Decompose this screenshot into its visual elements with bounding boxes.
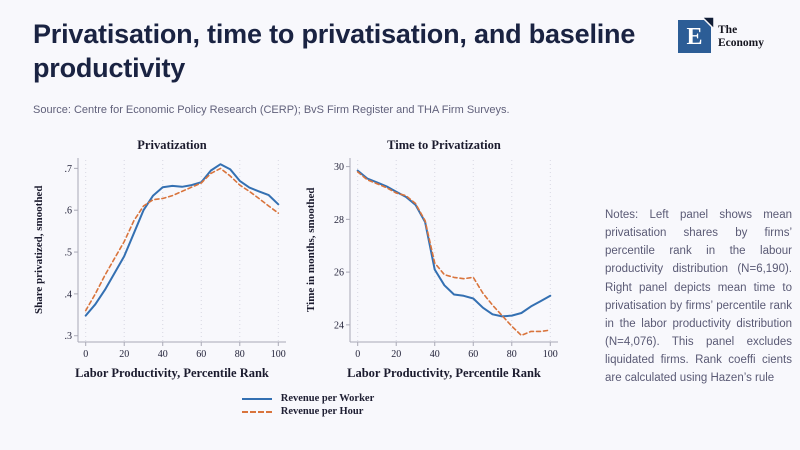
notes-paragraph: Notes: Left panel shows mean privatisati… xyxy=(605,209,792,385)
chart-legend: Revenue per Worker Revenue per Hour xyxy=(241,393,375,417)
panel-title: Privatization xyxy=(137,138,207,152)
solid-line-swatch-icon xyxy=(241,397,272,400)
svg-text:0: 0 xyxy=(355,349,360,360)
svg-text:100: 100 xyxy=(271,349,286,360)
legend-item-revenue-per-worker: Revenue per Worker xyxy=(241,393,375,404)
logo-corner-fold-icon xyxy=(701,16,715,30)
figure: Privatization Share privatized, smoothed… xyxy=(30,138,586,419)
logo-wordmark: The Economy xyxy=(718,24,764,50)
time-to-privatization-chart: 24 26 28 30 0 20 40 60 80 100 xyxy=(334,158,558,360)
logo-line2: Economy xyxy=(718,36,764,49)
svg-text:80: 80 xyxy=(507,349,517,360)
chart-panels: Privatization Share privatized, smoothed… xyxy=(30,138,586,381)
svg-text:20: 20 xyxy=(119,349,129,360)
panel-body: Share privatized, smoothed .3 .4 .5 .6 .7 0 20… xyxy=(30,154,296,366)
svg-text:.3: .3 xyxy=(65,331,73,342)
source-line: Source: Centre for Economic Policy Resea… xyxy=(33,104,510,116)
panel-privatization: Privatization Share privatized, smoothed… xyxy=(30,138,296,381)
x-axis-label: Labor Productivity, Percentile Rank xyxy=(347,366,541,380)
x-axis-label: Labor Productivity, Percentile Rank xyxy=(75,366,269,380)
panel-body: Time in months, smoothed 24 26 28 30 0 20 40 60… xyxy=(302,154,568,366)
svg-text:60: 60 xyxy=(468,349,478,360)
y-axis-label: Share privatized, smoothed xyxy=(33,185,45,315)
svg-text:.7: .7 xyxy=(65,164,73,175)
legend-label: Revenue per Hour xyxy=(280,406,364,417)
logo-line1: The xyxy=(718,23,738,36)
svg-text:24: 24 xyxy=(334,320,344,331)
svg-text:.4: .4 xyxy=(65,289,73,300)
svg-text:40: 40 xyxy=(158,349,168,360)
panel-time-to-privatization: Time to Privatization Time in months, sm… xyxy=(302,138,568,381)
legend-item-revenue-per-hour: Revenue per Hour xyxy=(241,406,375,417)
the-economy-logo: E The Economy xyxy=(678,16,764,53)
svg-text:26: 26 xyxy=(334,268,344,279)
svg-text:.5: .5 xyxy=(65,248,73,259)
privatization-chart: .3 .4 .5 .6 .7 0 20 40 60 80 100 xyxy=(65,158,286,360)
svg-text:28: 28 xyxy=(334,215,344,226)
panel-title: Time to Privatization xyxy=(387,138,501,152)
svg-text:60: 60 xyxy=(196,349,206,360)
svg-text:0: 0 xyxy=(83,349,88,360)
logo-e-square-icon: E xyxy=(678,16,715,53)
svg-text:20: 20 xyxy=(391,349,401,360)
svg-text:80: 80 xyxy=(235,349,245,360)
y-axis-label: Time in months, smoothed xyxy=(305,187,317,313)
svg-text:100: 100 xyxy=(543,349,558,360)
page-title: Privatisation, time to privatisation, an… xyxy=(33,19,636,83)
logo-letter: E xyxy=(686,24,703,50)
legend-label: Revenue per Worker xyxy=(280,393,375,404)
svg-text:30: 30 xyxy=(334,162,344,173)
dashed-line-swatch-icon xyxy=(241,410,272,413)
svg-text:40: 40 xyxy=(430,349,440,360)
svg-text:.6: .6 xyxy=(65,206,73,217)
